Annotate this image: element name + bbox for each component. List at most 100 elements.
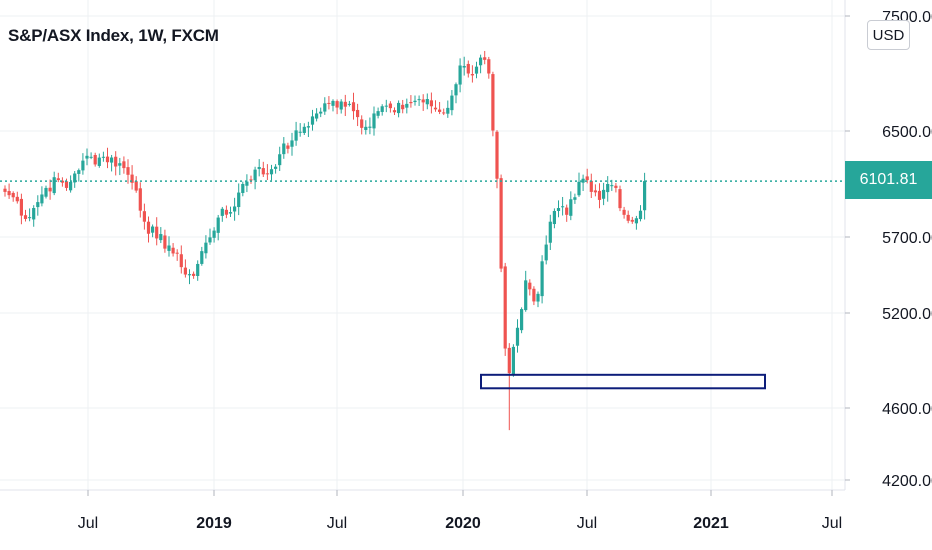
candle-body — [577, 181, 581, 196]
candle-body — [130, 174, 134, 183]
candle — [466, 60, 470, 78]
candle-body — [454, 84, 458, 96]
candle — [384, 99, 388, 113]
candle — [524, 270, 528, 312]
candle-body — [384, 105, 388, 107]
candle-body — [105, 156, 110, 163]
candle-body — [298, 131, 302, 133]
candle-body — [401, 104, 405, 110]
candle-body — [155, 226, 159, 239]
candle — [511, 344, 515, 377]
candle-body — [474, 66, 479, 74]
candle — [298, 123, 302, 137]
candle — [274, 164, 278, 174]
candle-body — [417, 99, 421, 101]
support-zone-rectangle[interactable] — [480, 373, 766, 390]
candle — [19, 193, 23, 225]
candle-body — [233, 206, 237, 212]
candle-body — [585, 176, 589, 181]
candle-body — [122, 161, 126, 169]
candle — [32, 205, 36, 227]
candle-body — [69, 181, 73, 191]
candle — [544, 235, 548, 265]
candle — [556, 200, 561, 218]
candle — [216, 214, 220, 241]
candle-body — [220, 208, 224, 216]
candle-body — [126, 167, 130, 175]
candle-body — [626, 214, 630, 221]
candle-body — [536, 293, 540, 302]
candle — [614, 182, 618, 193]
candle — [269, 164, 274, 181]
candle-body — [290, 140, 294, 147]
candle-body — [315, 113, 319, 119]
candle — [15, 191, 19, 204]
candle — [589, 173, 593, 199]
candle-body — [204, 242, 208, 254]
candle — [319, 107, 323, 118]
candle — [392, 107, 397, 116]
price-tick-label: 4600.00 — [882, 401, 932, 418]
candle — [520, 307, 524, 334]
candle — [388, 101, 392, 113]
candle — [532, 286, 536, 306]
candle — [474, 61, 479, 79]
candle-body — [511, 346, 515, 376]
candle — [105, 147, 110, 169]
candle — [454, 82, 458, 104]
candle-body — [433, 107, 438, 110]
candle-body — [23, 215, 28, 219]
candle — [290, 132, 294, 156]
candle — [192, 271, 196, 279]
candle — [368, 117, 372, 135]
candle-body — [52, 177, 56, 194]
candle-body — [638, 210, 643, 220]
candle — [163, 229, 167, 253]
candle-body — [138, 188, 142, 211]
candle-body — [142, 211, 146, 222]
candle-body — [151, 226, 155, 233]
candle-body — [597, 190, 602, 200]
candle — [602, 182, 606, 206]
candle — [155, 217, 159, 246]
candle-body — [19, 198, 23, 216]
candle-body — [450, 95, 454, 111]
price-tick-label: 5200.00 — [882, 306, 932, 323]
candle — [499, 174, 503, 273]
currency-button[interactable]: USD — [867, 20, 910, 50]
candle-body — [634, 218, 638, 224]
candle — [487, 56, 491, 79]
candle — [224, 205, 228, 219]
candle — [208, 228, 212, 245]
candle — [483, 50, 487, 65]
candle-body — [56, 178, 60, 181]
candle-body — [614, 185, 618, 188]
candle-body — [335, 101, 339, 108]
candle — [146, 216, 151, 243]
candle-body — [40, 194, 44, 204]
candle — [470, 65, 474, 83]
candle-body — [524, 280, 528, 311]
candle-body — [7, 191, 11, 196]
candle-body — [491, 74, 495, 131]
candle-body — [462, 66, 466, 68]
candle-body — [118, 163, 122, 166]
candle — [179, 245, 183, 274]
grid-lines — [0, 0, 845, 490]
candles — [3, 50, 647, 431]
candle — [233, 197, 237, 221]
candle — [44, 185, 48, 199]
candle-body — [28, 217, 32, 219]
candle-body — [257, 166, 261, 170]
candle-body — [319, 111, 323, 114]
candle — [7, 183, 11, 199]
candle — [73, 171, 77, 188]
candle-body — [397, 102, 401, 114]
candle-body — [331, 100, 335, 106]
candle — [130, 165, 134, 190]
candle-body — [274, 166, 278, 169]
candle — [552, 208, 556, 229]
candle — [618, 185, 622, 212]
candle — [536, 291, 540, 308]
